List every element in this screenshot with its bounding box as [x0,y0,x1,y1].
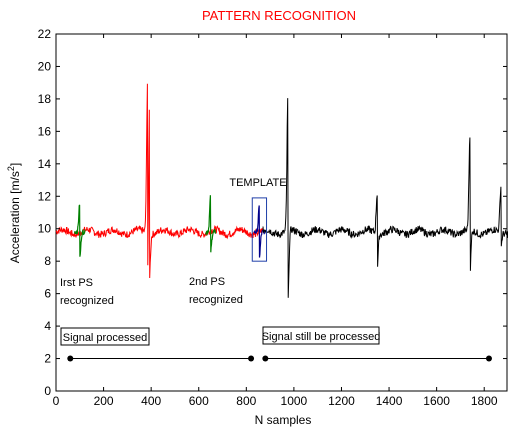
y-tick-label-7: 14 [38,157,52,171]
chart-title: PATTERN RECOGNITION [202,8,356,23]
first-recognized-label-line1: Irst PS [60,277,93,289]
series-recognized-pattern-2 [205,195,217,253]
template-label: TEMPLATE [229,177,286,189]
y-tick-label-4: 8 [44,254,51,268]
template-box [251,197,268,262]
y-tick-label-1: 2 [44,352,51,366]
x-tick-label-0: 0 [53,394,60,408]
second-recognized-label-line1: 2nd PS [189,276,225,288]
signal-series [55,83,508,298]
signal-processed-box [60,327,150,346]
timeline-processed-start-dot [67,355,74,362]
signal-unprocessed-label: Signal still be processed [262,331,381,343]
x-tick-label-6: 1200 [328,394,355,408]
axes: 0 200 400 600 800 1000 1200 1400 1600 1800 0 2 4 6 8 10… [38,27,507,408]
y-axis-label: Acceleration [m/s2] [6,163,22,263]
y-tick-label-8: 16 [38,124,52,138]
y-tick-label-3: 6 [44,287,51,301]
y-tick-label-5: 10 [38,222,52,236]
x-tick-label-8: 1600 [423,394,450,408]
x-tick-label-1: 200 [94,394,114,408]
y-tick-label-11: 22 [38,27,52,41]
y-tick-label-6: 12 [38,189,52,203]
signal-unprocessed-box [262,326,380,345]
series-recognized-pattern-1 [74,204,86,257]
x-tick-label-7: 1400 [376,394,403,408]
x-axis-label: N samples [255,413,312,427]
y-axis-label-tail: ] [8,163,22,166]
x-tick-label-2: 400 [141,394,161,408]
y-tick-label-10: 20 [38,59,52,73]
first-recognized-label-line2: recognized [60,295,114,307]
x-tick-label-3: 600 [189,394,209,408]
y-tick-label-0: 0 [44,384,51,398]
signal-processed-label: Signal processed [63,332,147,344]
x-tick-label-4: 800 [236,394,256,408]
series-signal-unprocessed [262,98,508,298]
y-tick-label-2: 4 [44,319,51,333]
second-recognized-label-line2: recognized [189,294,243,306]
timeline-processed-end-dot [248,355,255,362]
x-tick-label-5: 1000 [281,394,308,408]
annotations: TEMPLATE Irst PS recognized 2nd PS recog… [60,177,492,362]
timeline-unprocessed-start-dot [262,355,269,362]
y-axis-label-base: Acceleration [m/s [8,171,22,263]
y-axis-label-sup: 2 [6,166,16,171]
y-tick-label-9: 18 [38,92,52,106]
timeline-unprocessed-end-dot [485,355,492,362]
series-signal-processed [55,83,264,279]
x-tick-label-9: 1800 [471,394,498,408]
